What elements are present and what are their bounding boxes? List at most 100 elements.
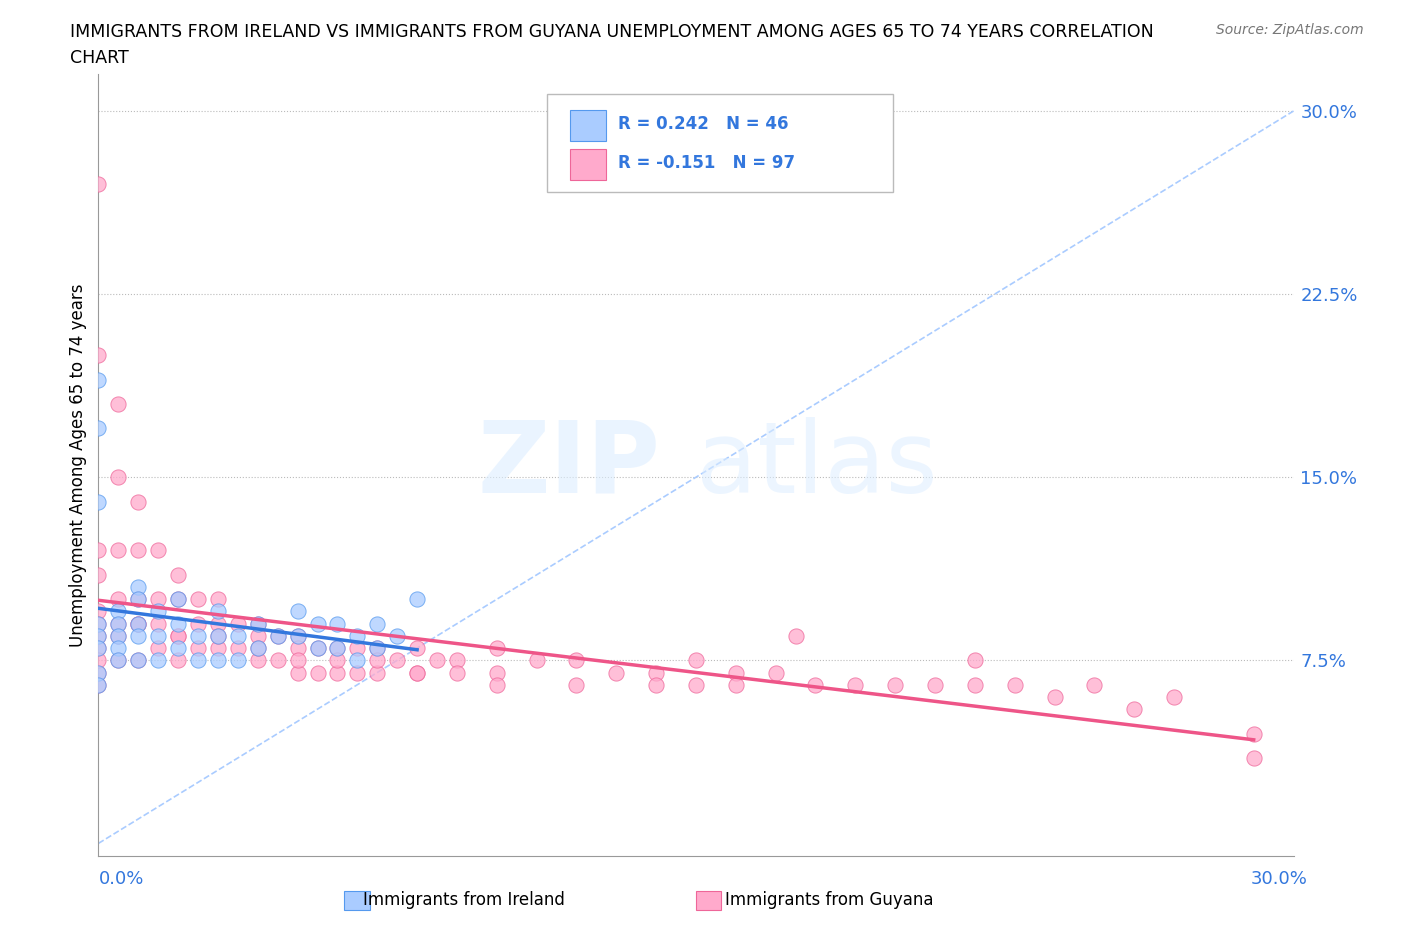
- Point: [127, 629, 149, 644]
- Point: [87, 617, 110, 631]
- Point: [167, 629, 190, 644]
- Point: [107, 543, 129, 558]
- Point: [406, 665, 429, 680]
- Text: R = 0.242   N = 46: R = 0.242 N = 46: [619, 114, 789, 133]
- Point: [267, 629, 290, 644]
- Point: [87, 604, 110, 619]
- Point: [87, 543, 110, 558]
- Point: [226, 641, 249, 656]
- Point: [267, 629, 290, 644]
- Point: [167, 617, 190, 631]
- Point: [785, 629, 807, 644]
- Point: [287, 629, 309, 644]
- Point: [307, 641, 329, 656]
- Point: [107, 617, 129, 631]
- Bar: [571, 110, 606, 140]
- Point: [385, 629, 409, 644]
- Point: [326, 665, 349, 680]
- Point: [326, 641, 349, 656]
- Point: [446, 653, 468, 668]
- Point: [207, 591, 229, 606]
- Text: Immigrants from Ireland: Immigrants from Ireland: [363, 891, 565, 910]
- Point: [167, 591, 190, 606]
- Point: [187, 641, 209, 656]
- Point: [246, 641, 269, 656]
- Point: [307, 665, 329, 680]
- Point: [307, 641, 329, 656]
- Bar: [571, 149, 606, 179]
- Point: [765, 665, 787, 680]
- Point: [87, 494, 110, 509]
- Point: [1163, 689, 1185, 704]
- Point: [366, 665, 388, 680]
- Point: [685, 677, 707, 692]
- Point: [724, 665, 747, 680]
- Point: [226, 617, 249, 631]
- Point: [406, 665, 429, 680]
- Point: [167, 641, 190, 656]
- Point: [406, 591, 429, 606]
- Point: [107, 396, 129, 411]
- Point: [207, 604, 229, 619]
- Text: CHART: CHART: [70, 49, 129, 67]
- Point: [645, 677, 668, 692]
- Point: [87, 617, 110, 631]
- Point: [1243, 726, 1265, 741]
- Point: [148, 629, 170, 644]
- Point: [963, 653, 986, 668]
- Point: [1043, 689, 1066, 704]
- Point: [1243, 751, 1265, 765]
- Point: [366, 653, 388, 668]
- Point: [346, 629, 368, 644]
- Point: [645, 665, 668, 680]
- Point: [246, 641, 269, 656]
- Point: [107, 653, 129, 668]
- Point: [87, 629, 110, 644]
- Y-axis label: Unemployment Among Ages 65 to 74 years: Unemployment Among Ages 65 to 74 years: [69, 284, 87, 646]
- Point: [426, 653, 449, 668]
- Point: [326, 653, 349, 668]
- Point: [87, 567, 110, 582]
- Text: Source: ZipAtlas.com: Source: ZipAtlas.com: [1216, 23, 1364, 37]
- Point: [127, 591, 149, 606]
- Point: [148, 604, 170, 619]
- Point: [844, 677, 866, 692]
- Point: [207, 641, 229, 656]
- Point: [346, 665, 368, 680]
- Point: [107, 629, 129, 644]
- Point: [187, 629, 209, 644]
- Point: [87, 421, 110, 436]
- Point: [565, 677, 588, 692]
- Point: [148, 591, 170, 606]
- Point: [326, 641, 349, 656]
- Point: [187, 591, 209, 606]
- Point: [287, 641, 309, 656]
- Point: [366, 641, 388, 656]
- Point: [1083, 677, 1105, 692]
- Point: [148, 641, 170, 656]
- Point: [107, 470, 129, 485]
- Point: [167, 629, 190, 644]
- Point: [148, 653, 170, 668]
- Point: [187, 653, 209, 668]
- Point: [326, 617, 349, 631]
- Point: [87, 641, 110, 656]
- Point: [107, 641, 129, 656]
- Point: [207, 629, 229, 644]
- Point: [724, 677, 747, 692]
- Point: [246, 617, 269, 631]
- Point: [485, 665, 508, 680]
- Point: [148, 617, 170, 631]
- Point: [963, 677, 986, 692]
- Point: [246, 617, 269, 631]
- Point: [406, 641, 429, 656]
- Point: [207, 653, 229, 668]
- Text: IMMIGRANTS FROM IRELAND VS IMMIGRANTS FROM GUYANA UNEMPLOYMENT AMONG AGES 65 TO : IMMIGRANTS FROM IRELAND VS IMMIGRANTS FR…: [70, 23, 1154, 41]
- Point: [346, 653, 368, 668]
- Point: [87, 653, 110, 668]
- Point: [148, 543, 170, 558]
- Point: [107, 653, 129, 668]
- Point: [127, 617, 149, 631]
- Point: [287, 665, 309, 680]
- Point: [127, 653, 149, 668]
